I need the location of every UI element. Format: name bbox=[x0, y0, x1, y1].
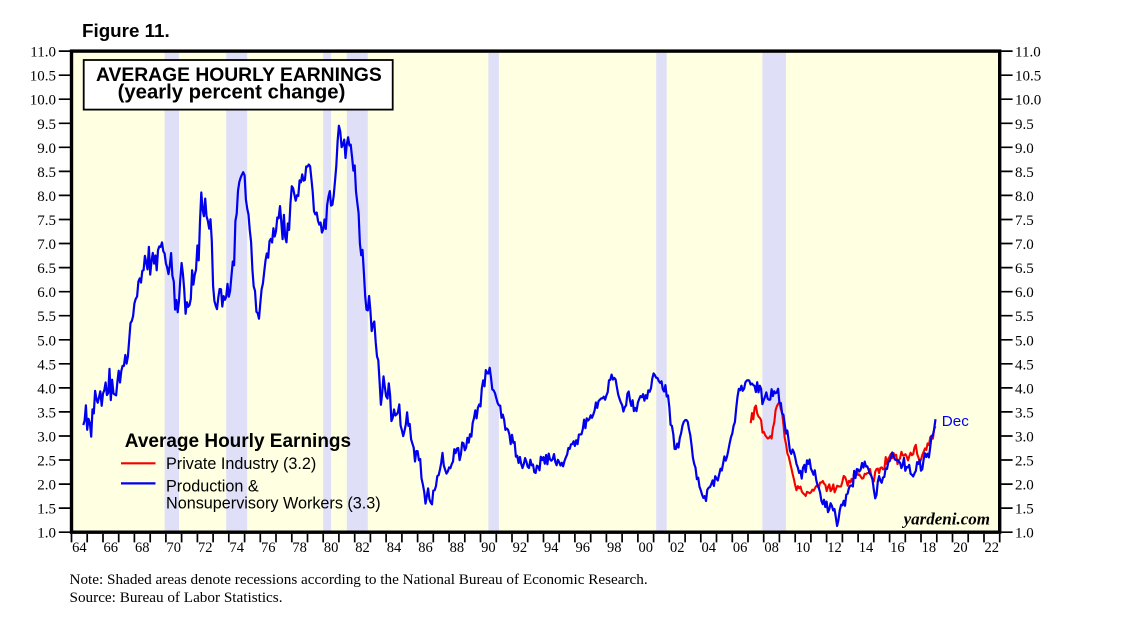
svg-text:68: 68 bbox=[135, 540, 150, 556]
svg-text:70: 70 bbox=[167, 540, 182, 556]
svg-text:82: 82 bbox=[355, 540, 370, 556]
svg-text:Average Hourly Earnings: Average Hourly Earnings bbox=[125, 431, 351, 452]
svg-text:18: 18 bbox=[922, 540, 937, 556]
svg-text:11.0: 11.0 bbox=[1015, 45, 1041, 61]
svg-text:1.0: 1.0 bbox=[37, 526, 56, 542]
svg-text:9.5: 9.5 bbox=[37, 117, 56, 133]
svg-text:2.0: 2.0 bbox=[1015, 478, 1034, 494]
svg-text:12: 12 bbox=[827, 540, 842, 556]
svg-text:7.5: 7.5 bbox=[37, 213, 56, 229]
svg-text:16: 16 bbox=[890, 540, 905, 556]
svg-text:5.0: 5.0 bbox=[1015, 333, 1034, 349]
svg-text:64: 64 bbox=[72, 540, 87, 556]
svg-text:20: 20 bbox=[953, 540, 968, 556]
svg-text:4.0: 4.0 bbox=[37, 381, 56, 397]
svg-text:8.0: 8.0 bbox=[37, 189, 56, 205]
svg-text:7.0: 7.0 bbox=[1015, 237, 1034, 253]
svg-text:3.5: 3.5 bbox=[1015, 405, 1034, 421]
svg-text:10.0: 10.0 bbox=[1015, 93, 1041, 109]
svg-text:yardeni.com: yardeni.com bbox=[902, 510, 990, 529]
svg-text:10.0: 10.0 bbox=[30, 93, 56, 109]
svg-text:74: 74 bbox=[229, 540, 244, 556]
svg-text:8.0: 8.0 bbox=[1015, 189, 1034, 205]
svg-text:1.0: 1.0 bbox=[1015, 526, 1034, 542]
svg-text:Private Industry (3.2): Private Industry (3.2) bbox=[166, 455, 316, 473]
svg-text:11.0: 11.0 bbox=[30, 45, 56, 61]
svg-text:02: 02 bbox=[670, 540, 685, 556]
svg-text:6.0: 6.0 bbox=[37, 285, 56, 301]
svg-text:5.0: 5.0 bbox=[37, 333, 56, 349]
svg-text:9.0: 9.0 bbox=[37, 141, 56, 157]
svg-text:76: 76 bbox=[261, 540, 276, 556]
svg-text:6.0: 6.0 bbox=[1015, 285, 1034, 301]
svg-text:3.5: 3.5 bbox=[37, 405, 56, 421]
svg-text:4.5: 4.5 bbox=[37, 357, 56, 373]
svg-text:Production &: Production & bbox=[166, 478, 259, 496]
svg-text:14: 14 bbox=[859, 540, 874, 556]
svg-text:2.5: 2.5 bbox=[37, 454, 56, 470]
svg-text:72: 72 bbox=[198, 540, 213, 556]
svg-text:4.5: 4.5 bbox=[1015, 357, 1034, 373]
svg-text:88: 88 bbox=[450, 540, 465, 556]
svg-text:9.0: 9.0 bbox=[1015, 141, 1034, 157]
svg-text:AVERAGE HOURLY EARNINGS: AVERAGE HOURLY EARNINGS bbox=[96, 65, 382, 86]
svg-text:4.0: 4.0 bbox=[1015, 381, 1034, 397]
svg-text:00: 00 bbox=[638, 540, 653, 556]
svg-text:(yearly percent change): (yearly percent change) bbox=[118, 82, 346, 104]
svg-text:5.5: 5.5 bbox=[1015, 309, 1034, 325]
svg-text:8.5: 8.5 bbox=[37, 165, 56, 181]
svg-text:04: 04 bbox=[701, 540, 716, 556]
svg-text:86: 86 bbox=[418, 540, 433, 556]
svg-text:6.5: 6.5 bbox=[37, 261, 56, 277]
svg-text:Dec: Dec bbox=[942, 413, 969, 430]
svg-text:6.5: 6.5 bbox=[1015, 261, 1034, 277]
svg-text:78: 78 bbox=[292, 540, 307, 556]
svg-text:8.5: 8.5 bbox=[1015, 165, 1034, 181]
svg-text:5.5: 5.5 bbox=[37, 309, 56, 325]
svg-text:94: 94 bbox=[544, 540, 559, 556]
svg-text:Note: Shaded areas denote rece: Note: Shaded areas denote recessions acc… bbox=[70, 571, 648, 588]
svg-text:2.0: 2.0 bbox=[37, 478, 56, 494]
svg-text:98: 98 bbox=[607, 540, 622, 556]
svg-text:1.5: 1.5 bbox=[1015, 502, 1034, 518]
svg-text:10.5: 10.5 bbox=[30, 69, 56, 85]
svg-text:Figure 11.: Figure 11. bbox=[82, 20, 170, 41]
svg-text:10.5: 10.5 bbox=[1015, 69, 1041, 85]
svg-text:2.5: 2.5 bbox=[1015, 454, 1034, 470]
svg-text:7.0: 7.0 bbox=[37, 237, 56, 253]
svg-text:06: 06 bbox=[733, 540, 748, 556]
svg-text:92: 92 bbox=[513, 540, 528, 556]
svg-text:3.0: 3.0 bbox=[37, 430, 56, 446]
svg-text:10: 10 bbox=[796, 540, 811, 556]
svg-text:3.0: 3.0 bbox=[1015, 430, 1034, 446]
svg-text:96: 96 bbox=[576, 540, 591, 556]
svg-text:22: 22 bbox=[985, 540, 1000, 556]
svg-text:Nonsupervisory Workers (3.3): Nonsupervisory Workers (3.3) bbox=[166, 495, 381, 513]
svg-text:08: 08 bbox=[764, 540, 779, 556]
svg-text:90: 90 bbox=[481, 540, 496, 556]
svg-text:1.5: 1.5 bbox=[37, 502, 56, 518]
svg-text:9.5: 9.5 bbox=[1015, 117, 1034, 133]
svg-text:Source: Bureau of Labor Statis: Source: Bureau of Labor Statistics. bbox=[70, 589, 283, 606]
svg-text:84: 84 bbox=[387, 540, 402, 556]
svg-text:80: 80 bbox=[324, 540, 339, 556]
svg-text:66: 66 bbox=[104, 540, 119, 556]
svg-text:7.5: 7.5 bbox=[1015, 213, 1034, 229]
